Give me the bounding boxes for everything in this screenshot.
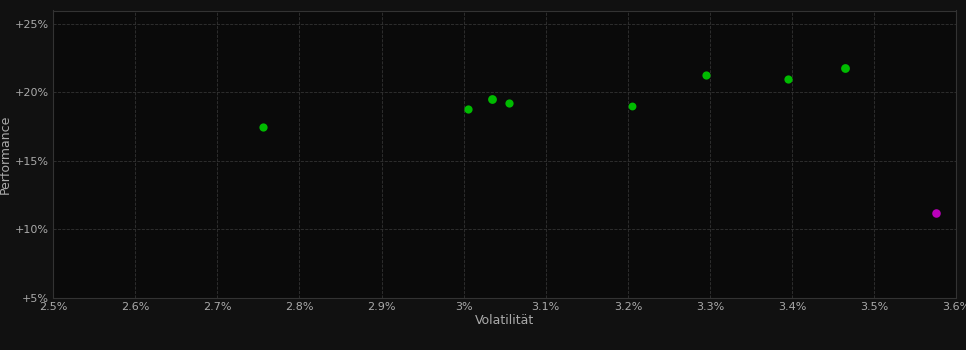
Point bbox=[485, 97, 500, 102]
Point bbox=[501, 101, 517, 106]
Point bbox=[624, 103, 639, 109]
Y-axis label: Performance: Performance bbox=[0, 114, 12, 194]
Point bbox=[460, 106, 475, 112]
Point bbox=[928, 210, 944, 216]
Point bbox=[838, 65, 853, 71]
Point bbox=[255, 124, 270, 130]
X-axis label: Volatilität: Volatilität bbox=[475, 314, 534, 328]
Point bbox=[698, 72, 714, 78]
Point bbox=[781, 76, 796, 82]
